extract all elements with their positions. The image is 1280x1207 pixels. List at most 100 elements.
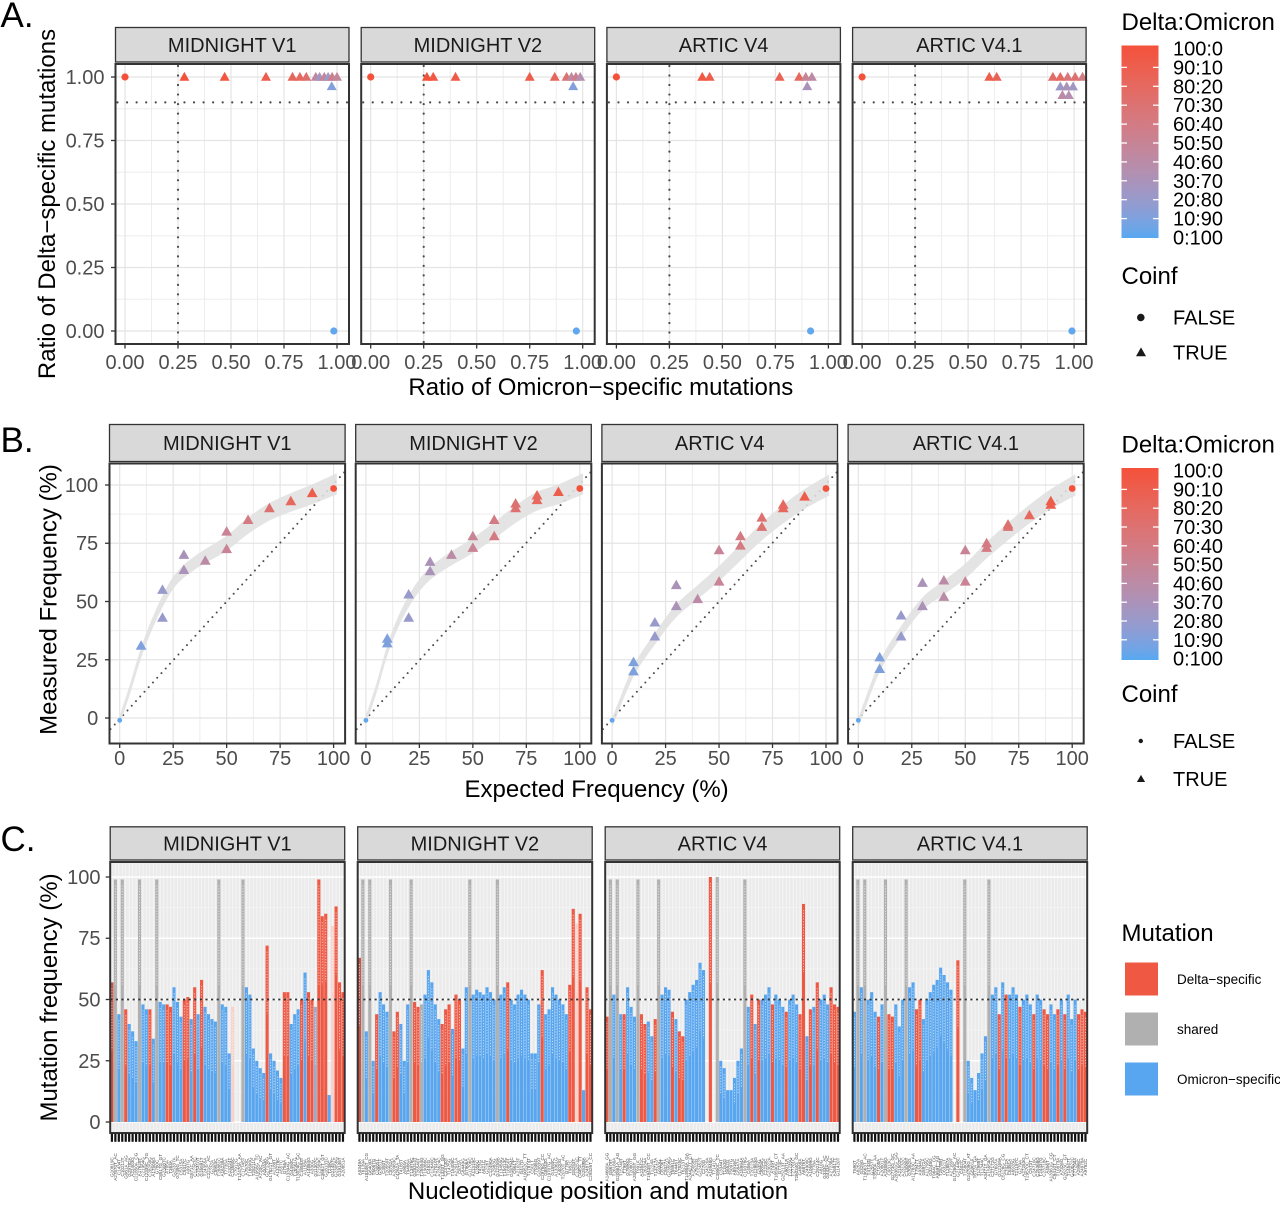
svg-text:90:10: 90:10 [1173,479,1223,501]
svg-text:G23022A: G23022A [767,1156,772,1176]
svg-text:C4262A_TA: C4262A_TA [395,1154,400,1180]
svg-text:10:90: 10:90 [1173,630,1223,652]
svg-text:0.75: 0.75 [1002,352,1041,374]
svg-text:G17821T_GT: G17821T_GT [268,1153,273,1181]
svg-text:A13224T: A13224T [227,1157,232,1176]
svg-text:20:80: 20:80 [1173,190,1223,212]
svg-text:A14884G: A14884G [306,1157,311,1177]
svg-text:0.25: 0.25 [650,352,689,374]
svg-text:G7690G: G7690G [625,1158,630,1176]
svg-text:G12953G: G12953G [753,1157,758,1177]
svg-text:T20807T: T20807T [629,1158,634,1177]
svg-text:A1958G_TC: A1958G_TC [254,1154,259,1180]
svg-text:C1434T: C1434T [116,1159,121,1176]
svg-text:FALSE: FALSE [1173,308,1235,330]
svg-text:Measured Frequency (%): Measured Frequency (%) [36,464,63,735]
svg-text:75: 75 [761,748,783,770]
svg-text:A17010T: A17010T [433,1157,438,1176]
svg-text:G28314T: G28314T [412,1157,417,1176]
svg-text:C5128G_CG: C5128G_CG [1000,1153,1005,1180]
svg-text:TRUE: TRUE [1173,769,1227,791]
svg-text:Omicron−specific: Omicron−specific [1177,1072,1280,1087]
svg-text:A7326G: A7326G [1059,1158,1064,1175]
svg-text:A7570C: A7570C [244,1158,249,1175]
svg-text:T4185T: T4185T [398,1159,403,1175]
svg-text:T690T: T690T [852,1160,857,1173]
svg-text:A18346T_CG: A18346T_CG [364,1153,369,1182]
svg-text:G443A_AC: G443A_AC [825,1155,830,1179]
svg-text:25: 25 [76,650,98,672]
svg-text:0.50: 0.50 [703,352,742,374]
svg-text:C8752A: C8752A [388,1158,393,1176]
svg-text:100: 100 [1056,748,1089,770]
svg-text:A18994A: A18994A [739,1157,744,1177]
svg-text:A11795C: A11795C [924,1157,929,1176]
svg-text:T18590G_CT: T18590G_CT [774,1153,779,1181]
svg-text:T20123A: T20123A [749,1157,754,1177]
svg-text:T17874T: T17874T [526,1158,531,1177]
svg-text:10:90: 10:90 [1173,209,1223,231]
svg-text:C25368G: C25368G [1035,1157,1040,1177]
svg-text:A27870T_AC: A27870T_AC [113,1153,118,1181]
svg-text:G7062G: G7062G [907,1158,912,1176]
svg-text:Nucleotidique position and mut: Nucleotidique position and mutation [408,1178,788,1202]
svg-text:G8972A: G8972A [921,1158,926,1176]
svg-text:C29214C: C29214C [815,1157,820,1177]
svg-text:T1224A: T1224A [649,1158,654,1175]
svg-text:G15410T: G15410T [196,1157,201,1176]
svg-text:A21023T: A21023T [516,1157,521,1176]
svg-text:A23858G: A23858G [883,1157,888,1177]
svg-text:0.25: 0.25 [896,352,935,374]
svg-text:G21457C: G21457C [330,1156,335,1176]
svg-text:B.: B. [1,421,34,460]
svg-text:A13276C: A13276C [275,1157,280,1177]
svg-text:T3500A_AA: T3500A_AA [873,1154,878,1180]
svg-text:G329G: G329G [859,1159,864,1174]
svg-text:T9486A: T9486A [405,1158,410,1175]
svg-text:G749G_TC: G749G_TC [175,1155,180,1179]
svg-text:C27172G: C27172G [990,1157,995,1177]
svg-text:T14547T: T14547T [1066,1158,1071,1177]
svg-text:G8253T: G8253T [571,1159,576,1176]
svg-text:A.: A. [1,0,34,35]
svg-text:G12259A: G12259A [495,1156,500,1176]
svg-text:T26561G: T26561G [292,1157,297,1177]
svg-text:50: 50 [708,748,730,770]
svg-text:C12490A: C12490A [488,1156,493,1176]
svg-text:ARTIC V4: ARTIC V4 [678,834,768,856]
svg-text:G11420T: G11420T [836,1157,841,1176]
svg-text:A27238A: A27238A [829,1157,834,1177]
svg-text:G18131C: G18131C [323,1156,328,1176]
svg-text:C221C_AC: C221C_AC [206,1155,211,1179]
svg-text:C456A: C456A [746,1159,751,1174]
svg-text:T28211C: T28211C [251,1157,256,1176]
svg-text:G8933G: G8933G [543,1158,548,1176]
svg-text:T28881C: T28881C [216,1157,221,1177]
svg-text:A20983C: A20983C [392,1157,397,1177]
svg-text:G23087C: G23087C [161,1156,166,1176]
svg-text:C402C: C402C [959,1159,964,1174]
svg-text:A6876T: A6876T [801,1159,806,1175]
svg-text:G12159A: G12159A [997,1156,1002,1176]
svg-text:G21448C: G21448C [956,1156,961,1176]
svg-text:A23624C: A23624C [436,1157,441,1177]
svg-text:70:30: 70:30 [1173,517,1223,539]
svg-text:0: 0 [89,1112,100,1134]
svg-text:A330G: A330G [310,1159,315,1174]
svg-text:A17505G: A17505G [151,1157,156,1177]
svg-text:T15804T: T15804T [962,1158,967,1177]
svg-text:50: 50 [462,748,484,770]
svg-text:G2557T: G2557T [869,1159,874,1176]
svg-text:A6928G: A6928G [1011,1158,1016,1175]
svg-text:A997G: A997G [185,1159,190,1174]
svg-text:G8679T: G8679T [608,1159,613,1176]
svg-text:A24978A: A24978A [1080,1157,1085,1177]
svg-text:G417G: G417G [519,1159,524,1174]
svg-text:A2983G: A2983G [492,1158,497,1175]
svg-text:ARTIC V4: ARTIC V4 [675,433,765,455]
svg-text:T13717A: T13717A [653,1157,658,1177]
svg-text:C12267C: C12267C [192,1157,197,1177]
svg-text:25: 25 [162,748,184,770]
svg-text:0.50: 0.50 [212,352,251,374]
svg-text:T29570C_CT: T29570C_CT [1025,1153,1030,1181]
